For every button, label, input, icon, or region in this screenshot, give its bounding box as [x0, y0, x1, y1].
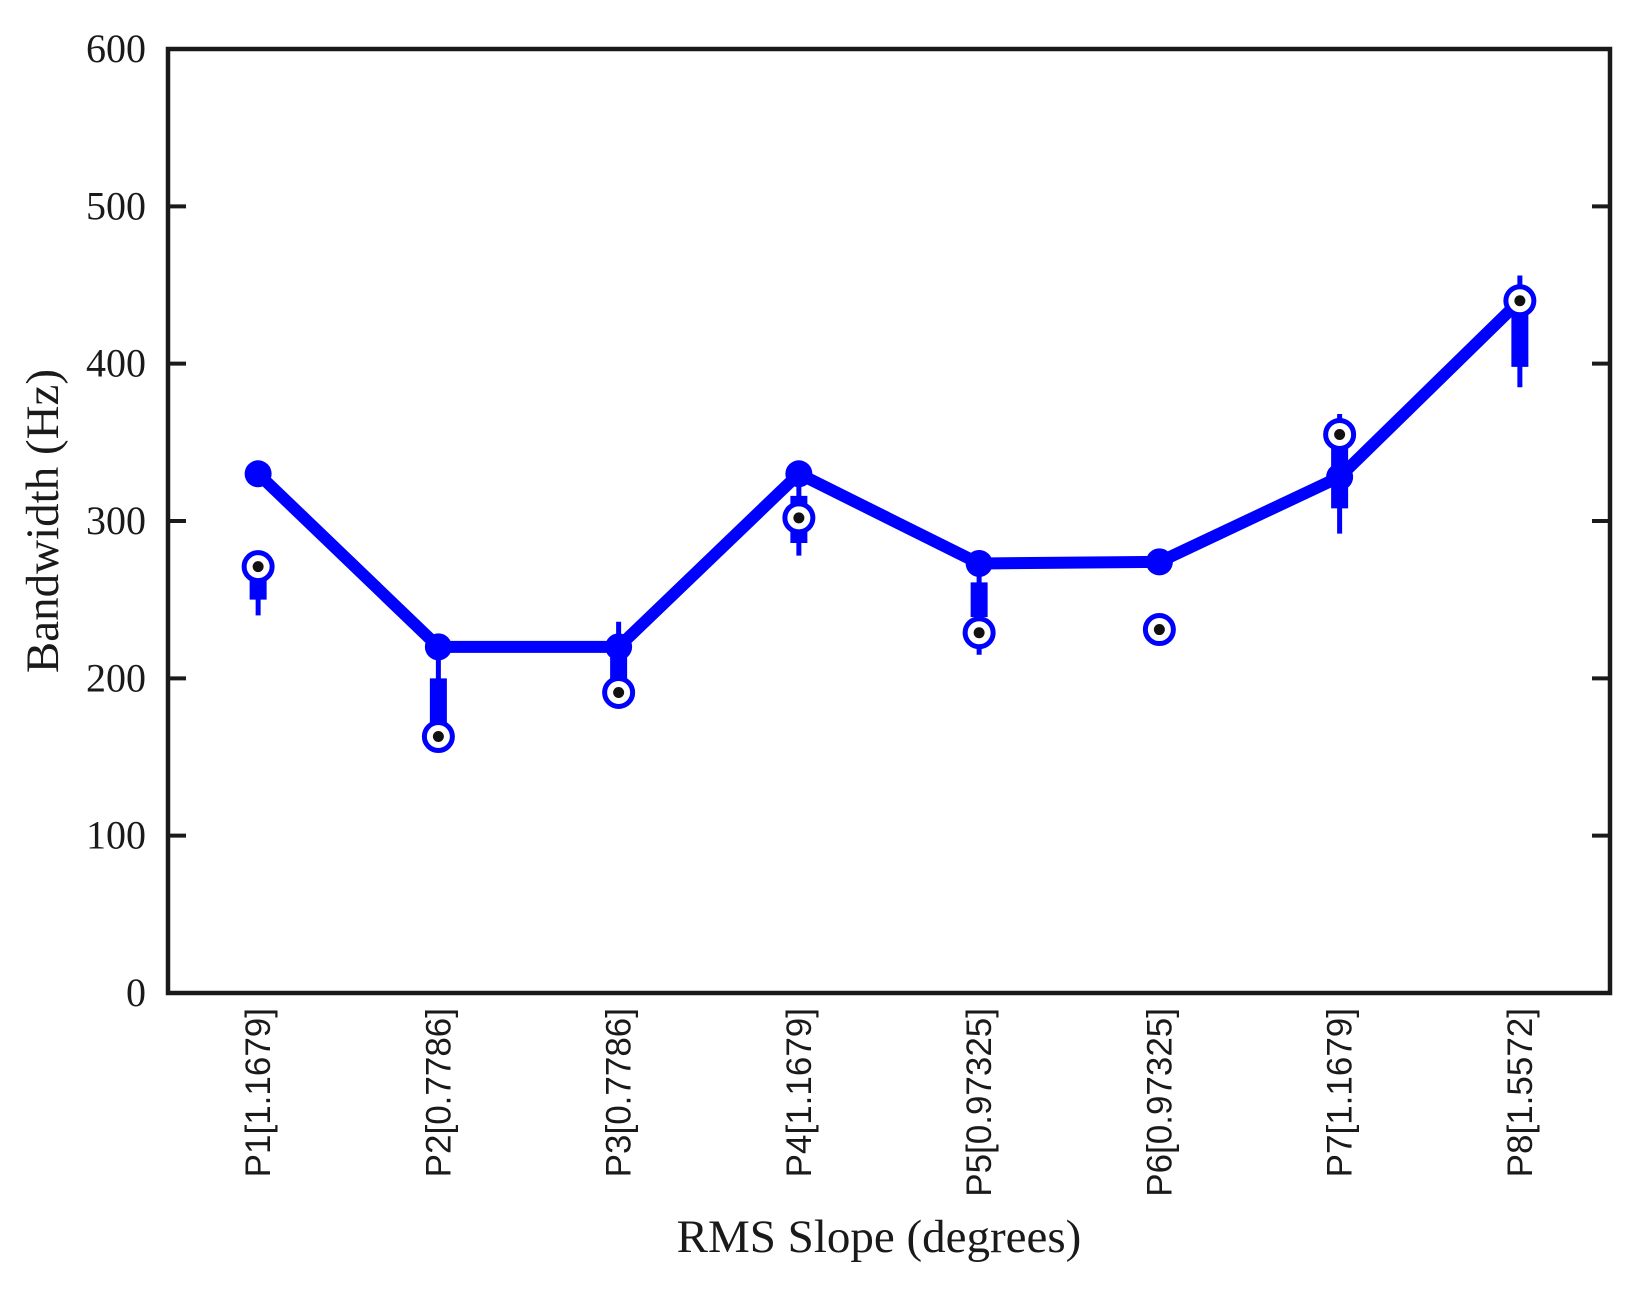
trend-node-marker	[1145, 548, 1173, 576]
trend-line	[253, 296, 1525, 653]
y-tick-label: 600	[86, 26, 146, 71]
trend-node-marker	[1326, 463, 1354, 491]
x-tick-label: P1[1.1679]	[239, 1008, 278, 1177]
median-marker-dot	[973, 627, 985, 639]
x-tick-label: P2[0.7786]	[419, 1008, 458, 1177]
trend-node-marker	[244, 460, 272, 488]
y-tick-label: 400	[86, 341, 146, 386]
median-marker-dot	[252, 561, 264, 573]
median-marker-dot	[613, 686, 625, 698]
y-axis-label: Bandwidth (Hz)	[17, 369, 69, 673]
x-tick-label: P7[1.1679]	[1321, 1008, 1360, 1177]
median-marker-dot	[1514, 295, 1526, 307]
x-tick-label: P3[0.7786]	[600, 1008, 639, 1177]
y-tick-label: 0	[126, 970, 146, 1015]
median-marker-dot	[1334, 428, 1346, 440]
y-tick-label: 100	[86, 813, 146, 858]
trend-node-marker	[424, 633, 452, 661]
trend-node-marker	[785, 460, 813, 488]
x-tick-label: P4[1.1679]	[780, 1008, 819, 1177]
x-tick-label: P8[1.5572]	[1501, 1008, 1540, 1177]
median-marker-dot	[432, 731, 444, 743]
y-tick-label: 200	[86, 655, 146, 700]
x-tick-label: P6[0.97325]	[1140, 1008, 1179, 1197]
trend-node-marker	[605, 633, 633, 661]
x-tick-label: P5[0.97325]	[960, 1008, 999, 1197]
y-tick-label: 500	[86, 183, 146, 228]
median-marker-dot	[1153, 624, 1165, 636]
y-tick-label: 300	[86, 498, 146, 543]
x-axis-label: RMS Slope (degrees)	[677, 1211, 1082, 1263]
median-marker-dot	[793, 512, 805, 524]
trend-node-marker	[965, 549, 993, 577]
